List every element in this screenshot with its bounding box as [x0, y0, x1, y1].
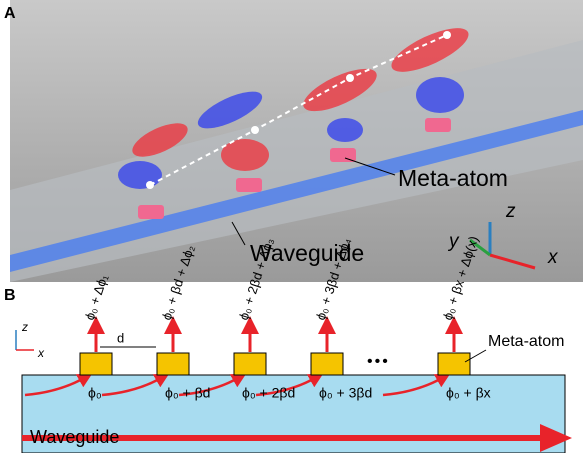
- meta-atom: [156, 352, 190, 376]
- coupling-arrow: [178, 373, 247, 397]
- ellipsis: •••: [367, 353, 390, 370]
- coupling-arrow: [101, 373, 170, 397]
- meta-atom: [79, 352, 113, 376]
- panel-label: B: [4, 287, 16, 304]
- panel-a: A Meta-atom Waveguide z y x: [4, 0, 583, 282]
- panel-label: A: [4, 5, 16, 22]
- meta-atom: [310, 352, 344, 376]
- field-lobes: [118, 28, 469, 189]
- axis-label: x: [547, 247, 559, 268]
- meta-atoms-3d: [138, 118, 451, 219]
- waveguide-label: Waveguide: [250, 240, 364, 266]
- waveguide-strip: [10, 110, 583, 272]
- meta-atom-label: Meta-atom: [488, 333, 564, 350]
- waveguide-phase: ϕ₀ + 3βd: [319, 385, 372, 401]
- waveguide-label: Waveguide: [30, 427, 119, 447]
- waveguide-phase: ϕ₀: [88, 385, 102, 401]
- coupling-arrow: [24, 373, 93, 397]
- waveguide-phase: ϕ₀ + βd: [165, 385, 210, 401]
- coupling-arrow: [382, 373, 451, 397]
- arrow-head: [540, 424, 572, 452]
- phase-points: [146, 31, 451, 189]
- spacing-label: d: [117, 330, 124, 345]
- meta-atom-label: Meta-atom: [398, 165, 508, 191]
- axis-label: z: [505, 201, 516, 222]
- leader: [231, 221, 246, 246]
- axis-label: y: [447, 231, 460, 252]
- waveguide-phase: ϕ₀ + 2βd: [242, 385, 295, 401]
- meta-atom: [233, 352, 267, 376]
- meta-atom: [437, 352, 471, 376]
- axis-label: z: [21, 320, 28, 334]
- leader: [464, 349, 487, 363]
- leader: [344, 157, 396, 176]
- coupling-arrow: [255, 373, 324, 397]
- axes-3d: [469, 222, 536, 270]
- waveguide-phase: ϕ₀ + βx: [446, 385, 491, 401]
- phase-front: [149, 34, 448, 186]
- axis-label: x: [37, 346, 45, 360]
- panel-b: B z x Waveguide ϕ₀ + Δϕ₁ ϕ₀ + βd + Δϕ₂ ϕ₀ …: [4, 234, 572, 453]
